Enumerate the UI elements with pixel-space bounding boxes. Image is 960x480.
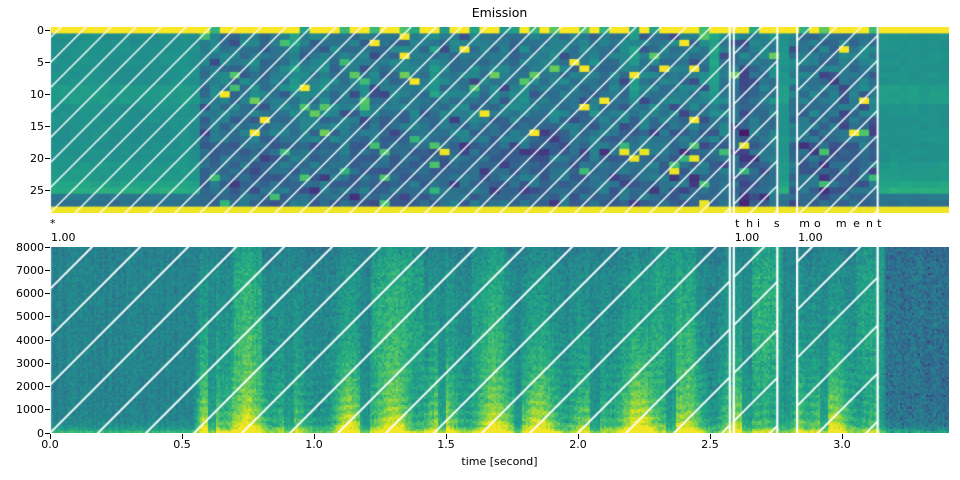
spectrogram-heatmap-canvas bbox=[50, 247, 949, 433]
emission-y-tick-mark bbox=[45, 29, 50, 31]
spectrogram-y-tick-label: 4000 bbox=[16, 333, 44, 347]
x-axis-label: time [second] bbox=[461, 455, 538, 468]
spectrogram-y-tick-label: 7000 bbox=[16, 263, 44, 277]
spectrogram-y-tick-mark bbox=[45, 269, 50, 271]
plot-title: Emission bbox=[471, 5, 528, 20]
spectrogram-y-tick-label: 1000 bbox=[16, 403, 44, 417]
token-char: h bbox=[746, 217, 754, 230]
spectrogram-y-tick-label: 2000 bbox=[16, 380, 44, 393]
spectrogram-y-tick-mark bbox=[45, 432, 50, 434]
emission-y-tick-mark bbox=[45, 61, 50, 63]
emission-y-tick-mark bbox=[45, 190, 50, 192]
segment-score: 1.00 bbox=[798, 231, 823, 244]
emission-y-tick-label: 20 bbox=[30, 151, 44, 165]
token-char: m bbox=[799, 217, 810, 230]
spectrogram-y-tick-mark bbox=[45, 386, 50, 387]
token-char: e bbox=[853, 217, 860, 230]
x-tick-mark bbox=[841, 434, 843, 439]
x-tick-mark bbox=[49, 434, 51, 439]
x-tick-label: 3.0 bbox=[833, 438, 851, 451]
x-tick-label: 0.5 bbox=[173, 438, 191, 451]
emission-y-tick-mark bbox=[45, 125, 50, 127]
spectrogram-y-tick-label: 3000 bbox=[16, 356, 44, 370]
x-tick-label: 2.0 bbox=[569, 438, 587, 451]
spectrogram-y-tick-label: 0 bbox=[37, 426, 44, 440]
x-tick-mark bbox=[181, 434, 183, 439]
emission-plot bbox=[50, 27, 949, 213]
emission-y-tick-label: 5 bbox=[37, 55, 44, 69]
spectrogram-y-tick-mark bbox=[45, 246, 50, 248]
token-char: t bbox=[877, 217, 882, 230]
emission-heatmap-canvas bbox=[50, 27, 949, 213]
emission-y-tick-label: 10 bbox=[30, 87, 44, 101]
spectrogram-y-tick-mark bbox=[45, 293, 50, 294]
segment-score: 1.00 bbox=[51, 231, 76, 244]
token-char: i bbox=[756, 217, 761, 230]
emission-y-tick-label: 0 bbox=[37, 23, 44, 37]
emission-y-tick-label: 25 bbox=[30, 184, 44, 198]
spectrogram-y-tick-mark bbox=[45, 316, 50, 318]
emission-y-tick-label: 15 bbox=[30, 119, 44, 133]
token-char: m bbox=[835, 217, 847, 230]
segment-score: 1.00 bbox=[734, 231, 760, 244]
spectrogram-y-tick-mark bbox=[45, 339, 50, 341]
token-char: o bbox=[814, 217, 821, 230]
emission-y-tick-mark bbox=[45, 93, 50, 95]
spectrogram-y-tick-label: 8000 bbox=[16, 240, 44, 254]
token-char: n bbox=[866, 217, 873, 230]
x-tick-label: 1.5 bbox=[437, 438, 455, 451]
token-char: * bbox=[50, 217, 56, 230]
spectrogram-y-tick-label: 6000 bbox=[16, 287, 44, 300]
spectrogram-plot bbox=[50, 247, 949, 433]
x-tick-mark bbox=[445, 434, 447, 439]
x-tick-label: 2.5 bbox=[701, 438, 719, 451]
spectrogram-y-tick-mark bbox=[45, 362, 50, 364]
x-tick-mark bbox=[577, 434, 579, 439]
x-tick-label: 0.0 bbox=[41, 438, 59, 451]
token-char: t bbox=[735, 217, 740, 230]
spectrogram-y-tick-label: 5000 bbox=[16, 310, 44, 324]
x-tick-mark bbox=[709, 434, 711, 439]
x-tick-label: 1.0 bbox=[305, 438, 323, 451]
emission-y-tick-mark bbox=[45, 157, 50, 159]
x-tick-mark bbox=[313, 434, 315, 439]
token-char: s bbox=[773, 217, 780, 230]
spectrogram-y-tick-mark bbox=[45, 409, 50, 411]
